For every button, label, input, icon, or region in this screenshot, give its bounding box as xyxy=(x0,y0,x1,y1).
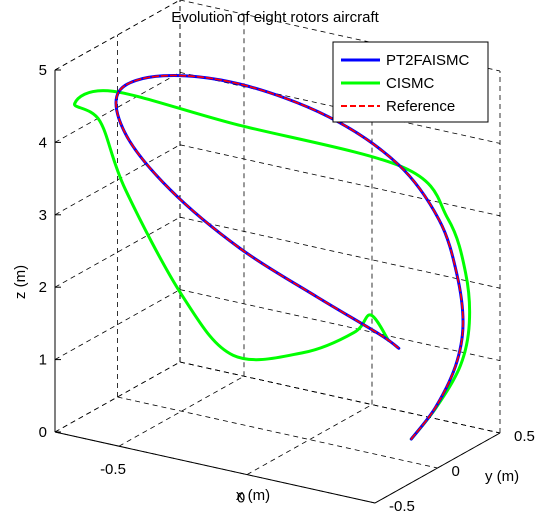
y-tick-label: 0 xyxy=(452,463,460,480)
z-axis-label: z (m) xyxy=(12,265,29,299)
x-tick-label: 0 xyxy=(237,490,245,507)
x-tick-label: -0.5 xyxy=(100,461,126,478)
z-tick-label: 0 xyxy=(39,424,47,441)
gridline-z xyxy=(54,144,181,216)
series-layer xyxy=(73,74,472,441)
legend-label-pt2faismc: PT2FAISMC xyxy=(386,52,470,69)
legend: PT2FAISMC CISMC Reference xyxy=(332,41,489,123)
z-tick-label: 2 xyxy=(39,279,47,296)
gridline-z xyxy=(179,289,501,361)
x-axis-label: x (m) xyxy=(236,487,270,504)
gridline-x xyxy=(246,404,373,475)
gridline-y xyxy=(117,396,438,469)
series-line-reference xyxy=(115,74,464,440)
gridline-z xyxy=(54,72,181,143)
gridline-z xyxy=(54,289,181,360)
chart-title: Evolution of eight rotors aircraft xyxy=(171,9,379,26)
z-tick-label: 3 xyxy=(39,207,47,224)
gridline-x xyxy=(374,432,501,504)
legend-box xyxy=(332,41,489,123)
z-tick-label: 4 xyxy=(39,134,47,151)
legend-label-reference: Reference xyxy=(386,98,455,115)
gridlines xyxy=(54,0,501,504)
y-tick-label: 0.5 xyxy=(514,428,535,445)
legend-label-cismc: CISMC xyxy=(386,75,435,92)
gridline-z xyxy=(179,216,501,289)
gridline-z xyxy=(54,216,181,288)
gridline-z xyxy=(54,361,181,433)
gridline-y xyxy=(179,361,501,434)
series-line-cismc xyxy=(73,89,472,441)
y-tick-label: -0.5 xyxy=(389,498,415,513)
z-tick-label: 5 xyxy=(39,62,47,79)
gridline-z xyxy=(179,144,501,217)
y-axis-label: y (m) xyxy=(485,468,519,485)
gridline-x xyxy=(118,375,245,447)
z-tick-label: 1 xyxy=(39,352,47,369)
gridline-y xyxy=(54,431,376,504)
gridline-z xyxy=(54,0,181,71)
